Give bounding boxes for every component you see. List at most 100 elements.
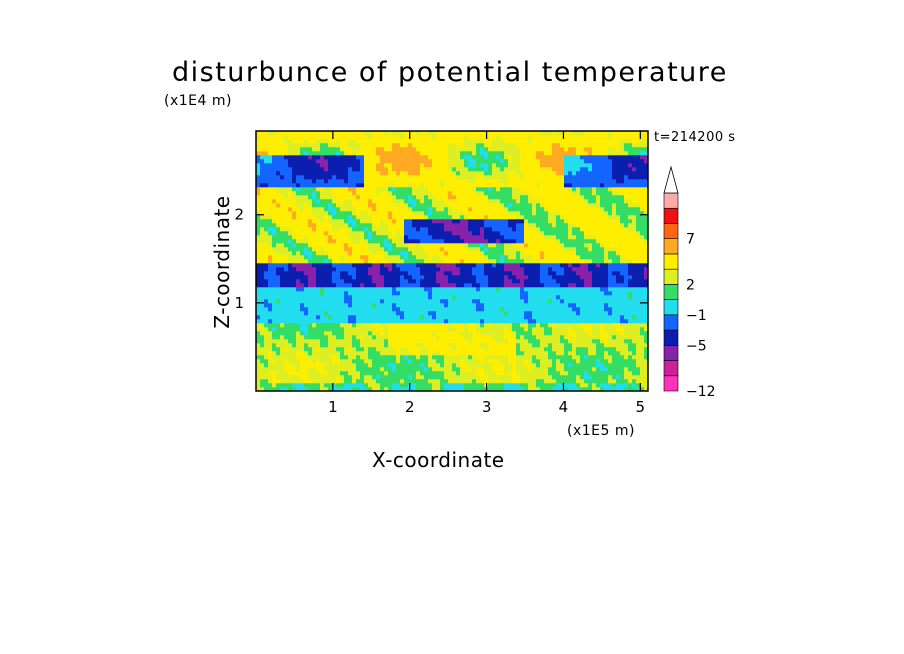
field-cell bbox=[548, 287, 553, 292]
field-cell bbox=[536, 159, 541, 164]
field-cell bbox=[448, 295, 453, 300]
field-cell bbox=[368, 383, 373, 388]
field-cell bbox=[488, 339, 493, 344]
field-cell bbox=[300, 151, 305, 156]
field-cell bbox=[544, 167, 549, 172]
field-cell bbox=[560, 319, 565, 324]
field-cell bbox=[336, 303, 341, 308]
field-cell bbox=[284, 175, 289, 180]
field-cell bbox=[336, 191, 341, 196]
field-cell bbox=[400, 375, 405, 380]
field-cell bbox=[384, 351, 389, 356]
field-cell bbox=[288, 331, 293, 336]
field-cell bbox=[512, 271, 517, 276]
field-cell bbox=[396, 223, 401, 228]
field-cell bbox=[368, 315, 373, 320]
field-cell bbox=[556, 175, 561, 180]
field-cell bbox=[536, 331, 541, 336]
field-cell bbox=[384, 331, 389, 336]
field-cell bbox=[272, 159, 277, 164]
field-cell bbox=[508, 155, 513, 160]
field-cell bbox=[524, 155, 529, 160]
field-cell bbox=[512, 159, 517, 164]
field-cell bbox=[428, 211, 433, 216]
field-cell bbox=[284, 211, 289, 216]
field-cell bbox=[492, 355, 497, 360]
field-cell bbox=[560, 387, 565, 391]
field-cell bbox=[360, 151, 365, 156]
field-cell bbox=[428, 263, 433, 268]
field-cell bbox=[308, 227, 313, 232]
field-cell bbox=[392, 235, 397, 240]
field-cell bbox=[280, 327, 285, 332]
field-cell bbox=[432, 135, 437, 140]
field-cell bbox=[508, 283, 513, 288]
field-cell bbox=[420, 367, 425, 372]
field-cell bbox=[504, 383, 509, 388]
field-cell bbox=[512, 139, 517, 144]
field-cell bbox=[448, 307, 453, 312]
field-cell bbox=[504, 219, 509, 224]
field-cell bbox=[332, 267, 337, 272]
field-cell bbox=[328, 379, 333, 384]
field-cell bbox=[276, 367, 281, 372]
field-cell bbox=[548, 315, 553, 320]
field-cell bbox=[300, 191, 305, 196]
field-cell bbox=[320, 359, 325, 364]
field-cell bbox=[404, 343, 409, 348]
field-cell bbox=[384, 355, 389, 360]
field-cell bbox=[552, 147, 557, 152]
field-cell bbox=[256, 187, 261, 192]
field-cell bbox=[432, 263, 437, 268]
field-cell bbox=[288, 315, 293, 320]
field-cell bbox=[500, 315, 505, 320]
field-cell bbox=[440, 187, 445, 192]
field-cell bbox=[300, 271, 305, 276]
field-cell bbox=[336, 359, 341, 364]
field-cell bbox=[384, 167, 389, 172]
field-cell bbox=[444, 263, 449, 268]
field-cell bbox=[264, 327, 269, 332]
field-cell bbox=[372, 259, 377, 264]
field-cell bbox=[428, 271, 433, 276]
field-cell bbox=[392, 147, 397, 152]
field-cell bbox=[520, 383, 525, 388]
field-cell bbox=[552, 191, 557, 196]
field-cell bbox=[292, 319, 297, 324]
field-cell bbox=[264, 303, 269, 308]
field-cell bbox=[360, 227, 365, 232]
field-cell bbox=[376, 267, 381, 272]
field-cell bbox=[364, 335, 369, 340]
field-cell bbox=[540, 147, 545, 152]
field-cell bbox=[312, 139, 317, 144]
field-cell bbox=[560, 363, 565, 368]
field-cell bbox=[528, 363, 533, 368]
field-cell bbox=[412, 363, 417, 368]
field-cell bbox=[552, 259, 557, 264]
field-cell bbox=[256, 275, 261, 280]
field-cell bbox=[496, 343, 501, 348]
field-cell bbox=[440, 171, 445, 176]
field-cell bbox=[356, 367, 361, 372]
field-cell bbox=[364, 383, 369, 388]
field-cell bbox=[292, 347, 297, 352]
field-cell bbox=[260, 363, 265, 368]
field-cell bbox=[356, 327, 361, 332]
field-cell bbox=[508, 183, 513, 188]
field-cell bbox=[448, 155, 453, 160]
field-cell bbox=[496, 363, 501, 368]
field-cell bbox=[336, 327, 341, 332]
field-cell bbox=[528, 279, 533, 284]
field-cell bbox=[312, 179, 317, 184]
field-cell bbox=[340, 287, 345, 292]
field-cell bbox=[356, 303, 361, 308]
field-cell bbox=[272, 315, 277, 320]
field-cell bbox=[276, 279, 281, 284]
field-cell bbox=[256, 311, 261, 316]
field-cell bbox=[400, 255, 405, 260]
field-cell bbox=[532, 239, 537, 244]
field-cell bbox=[548, 135, 553, 140]
field-cell bbox=[356, 287, 361, 292]
field-cell bbox=[524, 311, 529, 316]
field-cell bbox=[328, 279, 333, 284]
